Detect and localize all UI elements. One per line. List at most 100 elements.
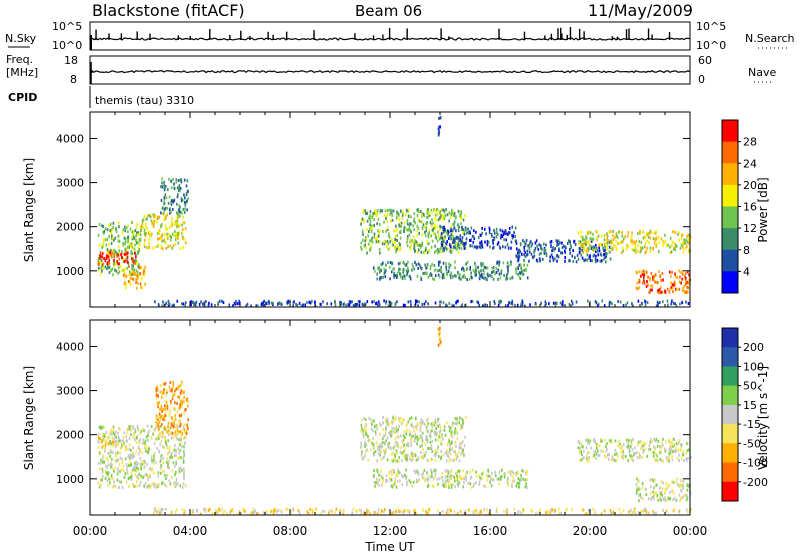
velocity-cell <box>478 480 481 484</box>
velocity-cell <box>176 432 179 435</box>
power-cell <box>584 249 587 253</box>
velocity-ylabel: Slant Range [km] <box>22 366 36 470</box>
power-cell <box>394 303 397 306</box>
power-cell <box>439 125 441 129</box>
power-cell <box>686 285 688 289</box>
power-cell <box>688 273 690 277</box>
power-cell <box>139 272 142 276</box>
velocity-cell <box>109 431 111 435</box>
velocity-cell <box>429 447 432 450</box>
velocity-cell <box>558 511 561 515</box>
velocity-cell <box>149 475 152 479</box>
power-cell <box>543 248 546 252</box>
velocity-cell <box>426 511 428 515</box>
velocity-cell <box>161 508 164 512</box>
velocity-cell <box>378 484 381 487</box>
power-cell <box>256 304 259 308</box>
power-cell <box>503 238 505 242</box>
velocity-cell <box>414 433 417 437</box>
power-cell <box>514 234 516 238</box>
power-cell <box>672 301 675 305</box>
velocity-cell <box>371 443 374 447</box>
velocity-cell <box>162 461 165 465</box>
velocity-cell <box>165 393 168 397</box>
power-cell <box>649 276 651 280</box>
power-cell <box>450 250 453 254</box>
power-cell <box>598 249 601 253</box>
power-cell <box>409 275 412 279</box>
velocity-cell <box>374 510 377 514</box>
velocity-cell <box>648 444 651 448</box>
power-cell <box>526 276 529 280</box>
power-cell <box>639 230 641 234</box>
power-cell <box>434 234 437 238</box>
power-cell <box>410 304 412 307</box>
velocity-colorbar-tick-label: 200 <box>743 341 764 354</box>
power-cell <box>437 273 440 277</box>
velocity-cell <box>218 507 220 511</box>
power-cell <box>156 220 158 224</box>
power-cell <box>482 304 484 308</box>
power-cell <box>586 258 589 262</box>
power-cell <box>507 268 509 272</box>
velocity-cell <box>522 508 525 512</box>
power-cell <box>581 235 584 239</box>
velocity-cell <box>396 434 399 438</box>
power-cell <box>203 301 206 305</box>
velocity-cell <box>414 508 416 512</box>
power-cell <box>645 270 648 274</box>
velocity-cell <box>665 509 668 513</box>
power-cell <box>471 276 473 280</box>
velocity-cell <box>136 425 139 428</box>
velocity-cell <box>588 456 590 459</box>
velocity-cell <box>420 435 422 439</box>
velocity-cell <box>659 449 662 453</box>
velocity-cell <box>446 478 449 482</box>
velocity-cell <box>376 468 378 472</box>
power-cell <box>521 300 524 304</box>
power-cell <box>677 232 679 236</box>
power-cell <box>580 253 582 257</box>
power-cell <box>484 276 487 280</box>
power-cell <box>133 236 136 240</box>
power-cell <box>681 272 684 276</box>
power-cell <box>540 246 542 250</box>
velocity-cell <box>242 507 244 511</box>
power-cell <box>559 301 562 305</box>
velocity-cell <box>175 480 177 484</box>
power-cell <box>112 226 114 230</box>
freq-label-2: [MHz] <box>6 66 38 79</box>
power-cell <box>403 262 405 266</box>
power-cell <box>493 238 496 241</box>
velocity-cell <box>142 476 144 480</box>
power-cell <box>374 209 376 212</box>
power-cell <box>175 178 178 182</box>
velocity-cell <box>621 445 623 449</box>
velocity-cell <box>130 477 133 481</box>
power-cell <box>156 232 159 236</box>
velocity-cell <box>238 510 241 513</box>
power-cell <box>682 250 685 254</box>
velocity-cell <box>399 416 402 420</box>
power-cell <box>179 189 181 193</box>
power-colorbar-label: Power [dB] <box>756 177 770 242</box>
velocity-cell <box>140 467 142 471</box>
power-cell <box>682 286 684 290</box>
power-cell <box>384 270 386 274</box>
velocity-cell <box>650 438 652 441</box>
power-cell <box>137 233 139 237</box>
power-cell <box>556 243 558 247</box>
velocity-cell <box>450 476 453 480</box>
velocity-cell <box>685 457 687 461</box>
power-cell <box>529 303 531 307</box>
power-cell <box>181 235 184 239</box>
power-cell <box>170 210 172 214</box>
power-cell <box>421 213 423 217</box>
velocity-cell <box>596 446 598 450</box>
power-cell <box>581 243 584 247</box>
velocity-cell <box>342 512 344 516</box>
power-cell <box>114 250 117 254</box>
power-cell <box>401 213 404 217</box>
power-cell <box>413 212 416 216</box>
power-cell <box>103 257 105 260</box>
